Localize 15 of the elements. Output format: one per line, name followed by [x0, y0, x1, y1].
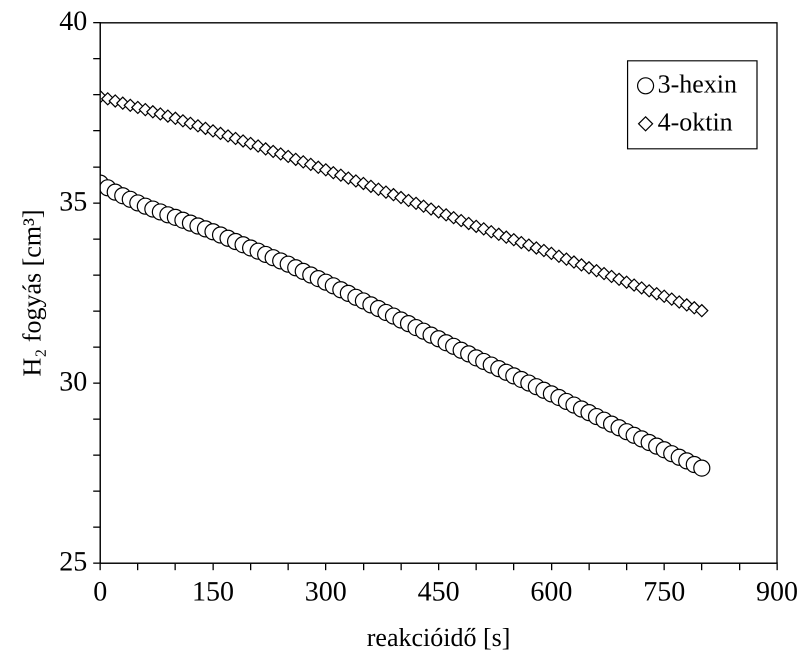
y-tick-label: 25 [59, 546, 88, 578]
x-tick-label: 300 [304, 576, 347, 608]
legend-label: 4-oktin [658, 108, 733, 137]
x-tick-label: 450 [418, 576, 460, 608]
x-tick-label: 750 [643, 576, 686, 608]
y-axis-title: H₂ fogyás [cm³] [17, 209, 46, 377]
x-tick-label: 600 [530, 576, 572, 608]
y-tick-label: 40 [59, 6, 88, 38]
x-tick-label: 0 [93, 576, 108, 608]
y-tick-label: 30 [59, 366, 88, 398]
x-axis-title: reakcióidő [s] [366, 623, 510, 652]
y-tick-label: 35 [59, 186, 88, 218]
legend-label: 3-hexin [658, 70, 737, 99]
x-tick-label: 150 [192, 576, 234, 608]
x-tick-label: 900 [756, 576, 798, 608]
